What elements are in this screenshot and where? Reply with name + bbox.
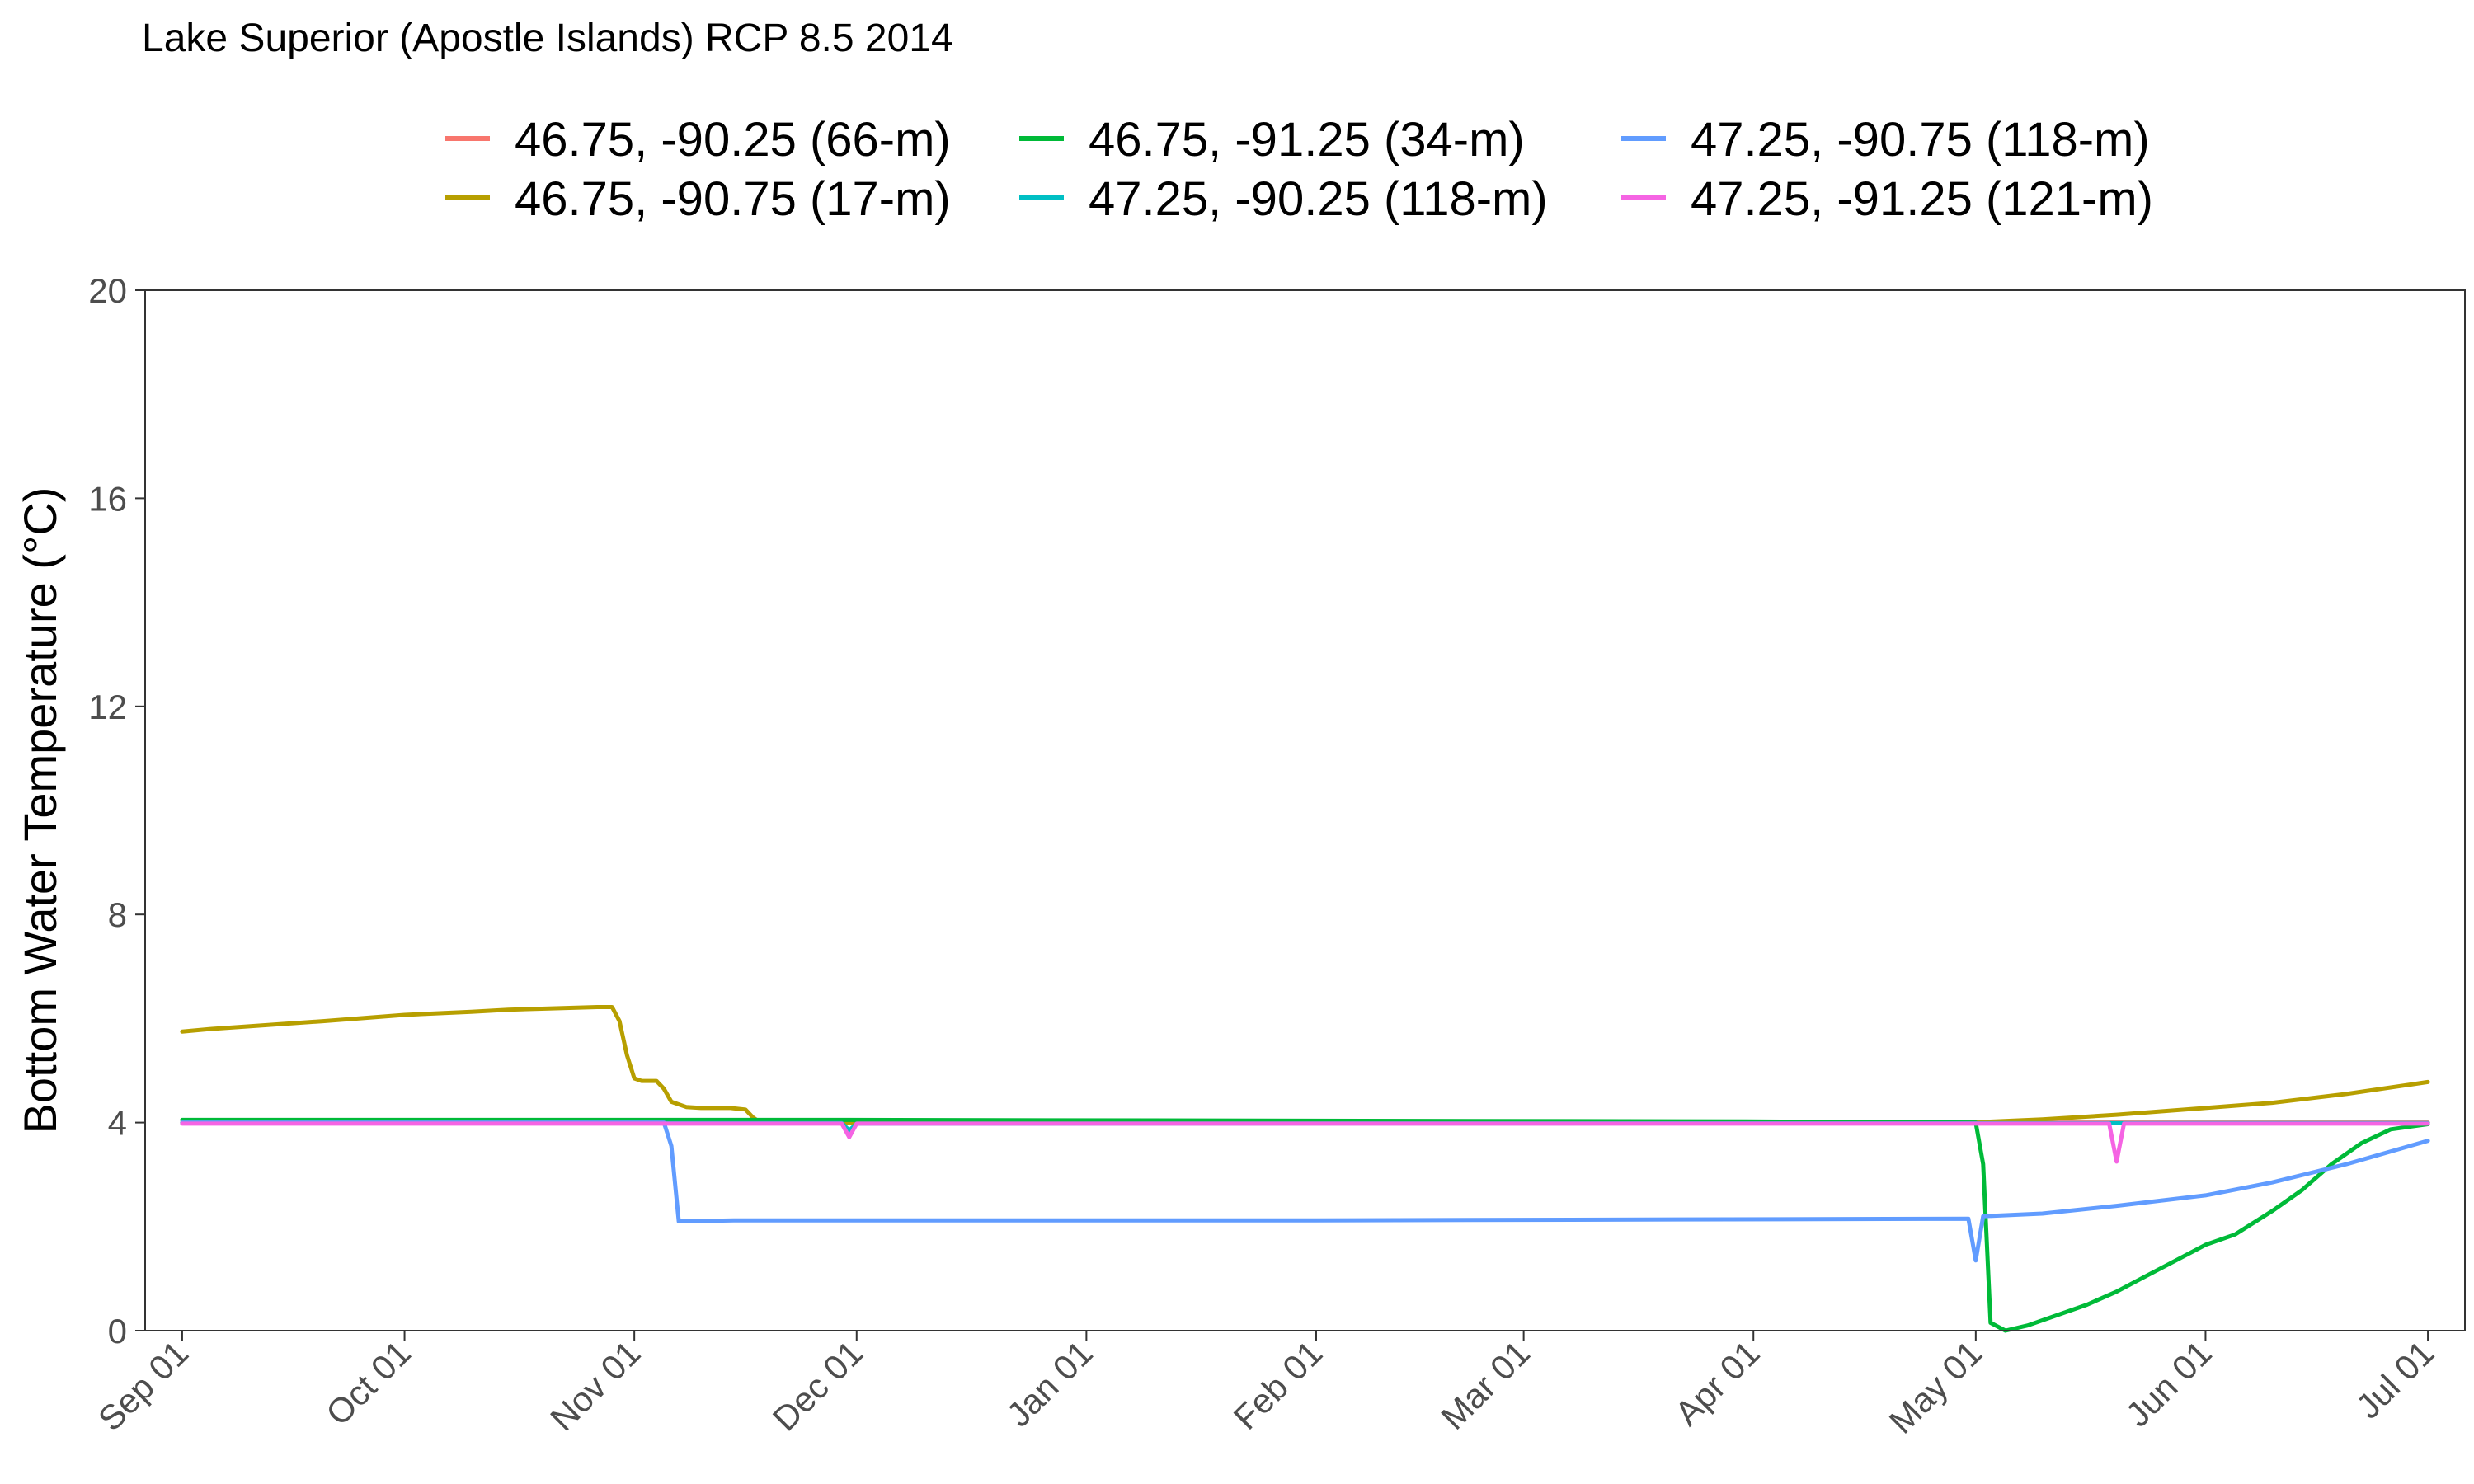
y-axis: 0 4 8 12 16 20 xyxy=(88,271,145,1350)
chart-title: Lake Superior (Apostle Islands) RCP 8.5 … xyxy=(142,16,953,60)
x-tick-label: Dec 01 xyxy=(765,1333,870,1438)
x-tick-label: Jul 01 xyxy=(2349,1333,2441,1425)
y-tick-label: 8 xyxy=(108,895,127,934)
y-tick-label: 12 xyxy=(88,688,127,726)
x-tick-label: Jan 01 xyxy=(999,1333,1099,1434)
x-tick-label: Nov 01 xyxy=(543,1333,647,1438)
x-tick-label: Oct 01 xyxy=(318,1333,418,1433)
legend: 46.75, -90.25 (66-m)46.75, -90.75 (17-m)… xyxy=(445,113,2153,226)
legend-label: 47.25, -91.25 (121-m) xyxy=(1691,172,2153,226)
legend-label: 46.75, -90.75 (17-m) xyxy=(515,172,951,226)
legend-label: 47.25, -90.75 (118-m) xyxy=(1691,113,2150,167)
y-tick-label: 0 xyxy=(108,1312,127,1350)
y-tick-label: 20 xyxy=(88,271,127,310)
x-axis: Sep 01 Oct 01 Nov 01 Dec 01 Jan 01 Feb 01 Mar … xyxy=(91,1331,2441,1441)
series-line xyxy=(180,1005,2430,1125)
x-tick-label: Apr 01 xyxy=(1667,1333,1767,1433)
series-line xyxy=(180,1120,2430,1263)
y-tick-label: 16 xyxy=(88,479,127,518)
legend-label: 46.75, -90.25 (66-m) xyxy=(515,113,951,167)
x-tick-label: Mar 01 xyxy=(1433,1333,1537,1437)
plot-series xyxy=(180,1005,2430,1333)
y-axis-title: Bottom Water Temperature (°C) xyxy=(14,487,66,1134)
legend-label: 47.25, -90.25 (118-m) xyxy=(1089,172,1548,226)
legend-label: 46.75, -91.25 (34-m) xyxy=(1089,113,1525,167)
plot-panel-border xyxy=(144,289,2466,1331)
series-line xyxy=(180,1117,2430,1333)
x-tick-label: Sep 01 xyxy=(91,1333,195,1438)
y-tick-label: 4 xyxy=(108,1104,127,1143)
x-tick-label: Jun 01 xyxy=(2118,1333,2218,1434)
series-line xyxy=(180,1121,2430,1164)
x-tick-label: May 01 xyxy=(1882,1333,1990,1441)
x-tick-label: Feb 01 xyxy=(1226,1333,1330,1437)
